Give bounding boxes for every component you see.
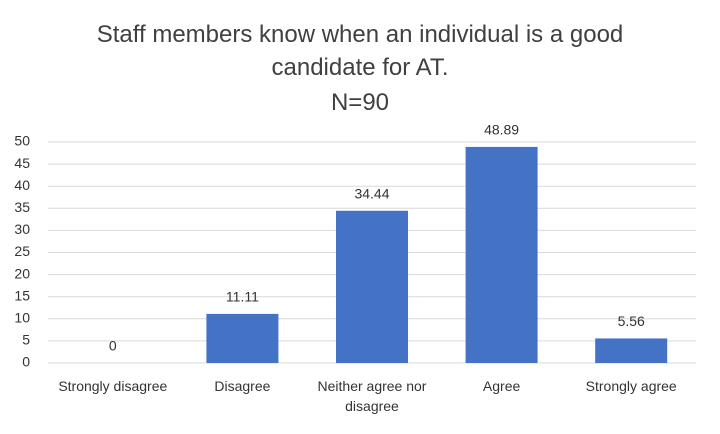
y-tick-label: 15 xyxy=(14,287,30,303)
x-tick-label: Neither agree nor disagree xyxy=(317,378,427,414)
y-tick-label: 25 xyxy=(14,243,30,259)
data-label: 5.56 xyxy=(618,313,645,329)
bar xyxy=(465,146,538,363)
x-tick-label: Strongly agree xyxy=(585,378,677,394)
data-label: 34.44 xyxy=(354,185,389,201)
y-tick-label: 35 xyxy=(14,199,30,215)
x-tick-label: Agree xyxy=(482,378,521,394)
y-tick-label: 10 xyxy=(14,310,30,326)
chart-title: Staff members know when an individual is… xyxy=(96,21,624,81)
x-tick-label: Strongly disagree xyxy=(58,378,168,394)
data-label: 48.89 xyxy=(484,122,519,138)
bar xyxy=(595,338,668,363)
y-tick-label: 5 xyxy=(22,332,30,348)
y-tick-label: 0 xyxy=(22,354,30,370)
y-tick-label: 40 xyxy=(14,177,30,193)
y-tick-label: 30 xyxy=(14,221,30,237)
data-label: 0 xyxy=(109,338,117,354)
data-label: 11.11 xyxy=(226,289,259,305)
bar xyxy=(206,313,279,363)
x-tick-label: Disagree xyxy=(214,378,271,394)
bar xyxy=(336,210,408,363)
y-tick-label: 45 xyxy=(14,155,30,171)
y-tick-label: 50 xyxy=(14,133,30,149)
chart-subtitle: N=90 xyxy=(330,89,390,116)
y-tick-label: 20 xyxy=(14,265,30,281)
